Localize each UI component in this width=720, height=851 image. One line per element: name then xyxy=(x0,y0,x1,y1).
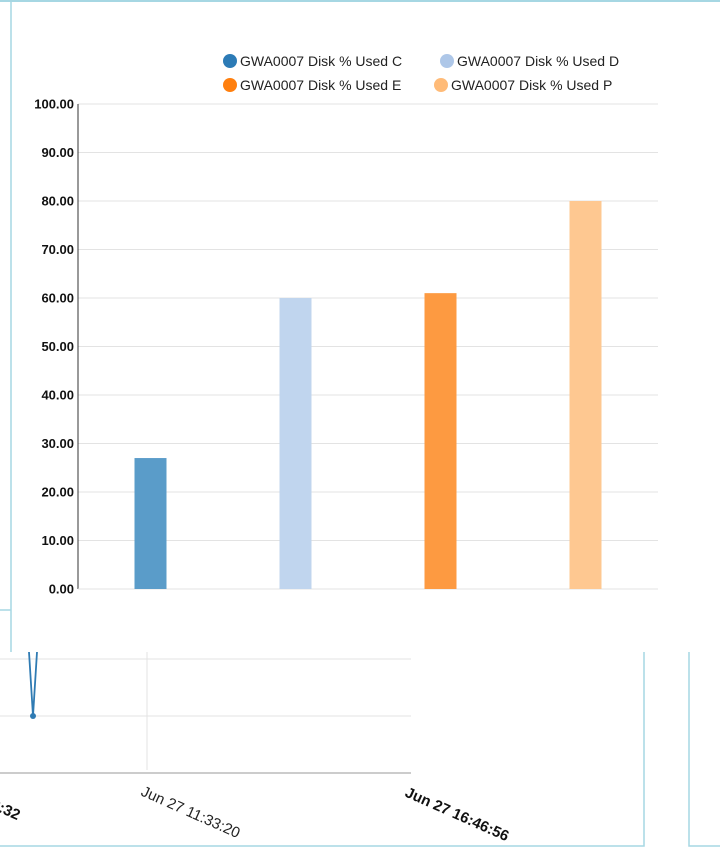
legend-swatch xyxy=(223,78,237,92)
bar-chart-axes xyxy=(77,104,658,590)
bar-p[interactable] xyxy=(569,201,602,589)
y-tick-label: 80.00 xyxy=(41,194,74,209)
y-tick-label: 50.00 xyxy=(41,339,74,354)
y-tick-label: 0.00 xyxy=(49,582,74,597)
y-tick-label: 20.00 xyxy=(41,485,74,500)
bar-chart-y-ticks: 0.00 10.00 20.00 30.00 40.00 50.00 60.00 70.00 8… xyxy=(34,97,74,597)
bar-chart-grid xyxy=(78,103,658,541)
bar-chart-bars xyxy=(134,201,602,589)
bar-chart-panel-bg xyxy=(11,0,720,652)
legend-label: GWA0007 Disk % Used P xyxy=(451,77,612,93)
legend-label: GWA0007 Disk % Used C xyxy=(240,53,402,69)
line-data-point[interactable] xyxy=(30,713,36,719)
bar-chart-legend: GWA0007 Disk % Used C GWA0007 Disk % Used… xyxy=(223,53,619,93)
y-tick-label: 30.00 xyxy=(41,436,74,451)
y-tick-label: 10.00 xyxy=(41,533,74,548)
legend-label: GWA0007 Disk % Used E xyxy=(240,77,401,93)
line-chart-grid xyxy=(0,652,411,774)
bar-chart-panel xyxy=(0,0,720,652)
y-tick-label: 70.00 xyxy=(41,242,74,257)
bar-chart: 0.00 10.00 20.00 30.00 40.00 50.00 60.00 70.00 8… xyxy=(34,53,658,597)
legend-label: GWA0007 Disk % Used D xyxy=(457,53,619,69)
bar-e[interactable] xyxy=(424,293,457,589)
bar-c[interactable] xyxy=(134,458,167,589)
legend-swatch xyxy=(434,78,448,92)
legend-item[interactable]: GWA0007 Disk % Used P xyxy=(434,77,612,93)
legend-item[interactable]: GWA0007 Disk % Used C xyxy=(223,53,402,69)
legend-swatch xyxy=(440,54,454,68)
y-tick-label: 100.00 xyxy=(34,97,74,112)
legend-item[interactable]: GWA0007 Disk % Used D xyxy=(440,53,619,69)
legend-item[interactable]: GWA0007 Disk % Used E xyxy=(223,77,401,93)
bar-d[interactable] xyxy=(279,298,312,589)
y-tick-label: 60.00 xyxy=(41,291,74,306)
legend-swatch xyxy=(223,54,237,68)
y-tick-label: 90.00 xyxy=(41,145,74,160)
y-tick-label: 40.00 xyxy=(41,388,74,403)
adjacent-panel xyxy=(688,639,720,847)
